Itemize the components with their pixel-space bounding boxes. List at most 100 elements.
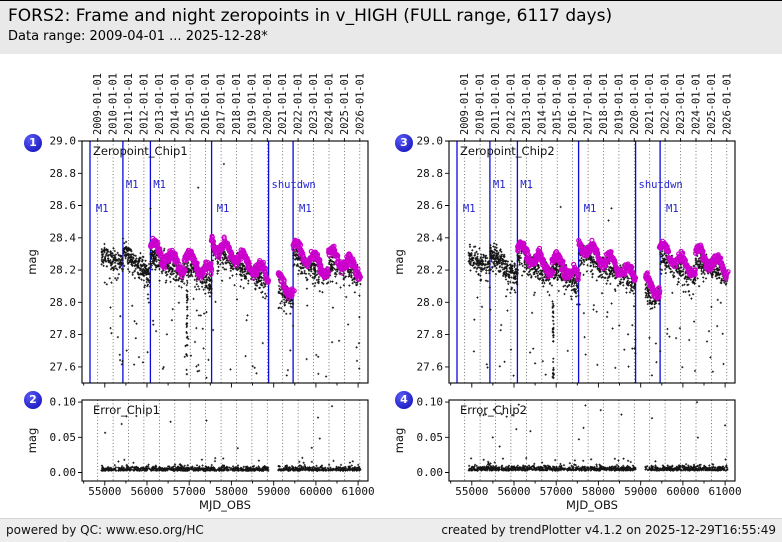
- svg-text:Error_Chip1: Error_Chip1: [93, 403, 160, 417]
- svg-text:2017-01-01: 2017-01-01: [216, 73, 228, 135]
- svg-text:MJD_OBS: MJD_OBS: [566, 498, 618, 512]
- panel-badge-3[interactable]: 3: [395, 134, 413, 152]
- svg-text:2017-01-01: 2017-01-01: [583, 73, 595, 135]
- svg-text:M1: M1: [463, 203, 476, 215]
- svg-text:2022-01-01: 2022-01-01: [293, 73, 305, 135]
- svg-text:2023-01-01: 2023-01-01: [675, 73, 687, 135]
- svg-text:2015-01-01: 2015-01-01: [185, 73, 197, 135]
- svg-text:2019-01-01: 2019-01-01: [613, 73, 625, 135]
- svg-text:0.05: 0.05: [50, 431, 77, 444]
- svg-text:59000: 59000: [624, 485, 657, 498]
- svg-text:58000: 58000: [582, 485, 615, 498]
- svg-text:2016-01-01: 2016-01-01: [200, 73, 212, 135]
- svg-text:61000: 61000: [709, 485, 742, 498]
- svg-text:2022-01-01: 2022-01-01: [660, 73, 672, 135]
- svg-text:mag: mag: [392, 249, 406, 275]
- svg-text:2013-01-01: 2013-01-01: [154, 73, 166, 135]
- svg-text:27.6: 27.6: [50, 360, 77, 373]
- svg-text:Zeropoint_Chip2: Zeropoint_Chip2: [460, 144, 555, 158]
- svg-text:27.8: 27.8: [50, 328, 77, 341]
- svg-text:28.0: 28.0: [417, 296, 444, 309]
- svg-text:M1: M1: [584, 203, 597, 215]
- svg-text:28.4: 28.4: [417, 231, 444, 244]
- svg-text:58000: 58000: [215, 485, 248, 498]
- svg-text:61000: 61000: [342, 485, 375, 498]
- svg-text:0.10: 0.10: [50, 396, 77, 409]
- svg-text:56000: 56000: [130, 485, 163, 498]
- svg-text:29.0: 29.0: [50, 135, 77, 148]
- report-footer: powered by QC: www.eso.org/HC created by…: [0, 518, 782, 542]
- svg-text:2024-01-01: 2024-01-01: [324, 73, 336, 135]
- svg-text:M1: M1: [217, 203, 230, 215]
- svg-text:Error_Chip2: Error_Chip2: [460, 403, 527, 417]
- svg-text:0.10: 0.10: [417, 396, 444, 409]
- data-range-subtitle: Data range: 2009-04-01 ... 2025-12-28*: [8, 29, 268, 44]
- svg-text:2014-01-01: 2014-01-01: [536, 73, 548, 135]
- svg-text:60000: 60000: [299, 485, 332, 498]
- svg-text:2010-01-01: 2010-01-01: [108, 73, 120, 135]
- svg-text:28.2: 28.2: [417, 264, 444, 277]
- svg-text:2023-01-01: 2023-01-01: [308, 73, 320, 135]
- svg-text:M1: M1: [126, 179, 139, 191]
- svg-text:28.2: 28.2: [50, 264, 77, 277]
- svg-text:55000: 55000: [88, 485, 121, 498]
- svg-text:0.05: 0.05: [417, 431, 444, 444]
- svg-text:2013-01-01: 2013-01-01: [521, 73, 533, 135]
- svg-text:28.8: 28.8: [50, 167, 77, 180]
- report-header: FORS2: Frame and night zeropoints in v_H…: [0, 0, 782, 54]
- svg-text:2026-01-01: 2026-01-01: [721, 73, 733, 135]
- svg-text:29.0: 29.0: [417, 135, 444, 148]
- svg-text:MJD_OBS: MJD_OBS: [199, 498, 251, 512]
- svg-text:mag: mag: [25, 428, 39, 454]
- svg-text:2025-01-01: 2025-01-01: [706, 73, 718, 135]
- panel-badge-2[interactable]: 2: [24, 391, 42, 409]
- svg-text:2014-01-01: 2014-01-01: [169, 73, 181, 135]
- svg-text:M1: M1: [153, 179, 166, 191]
- svg-text:2012-01-01: 2012-01-01: [505, 73, 517, 135]
- page-title: FORS2: Frame and night zeropoints in v_H…: [8, 6, 613, 26]
- svg-text:2009-01-01: 2009-01-01: [92, 73, 104, 135]
- svg-text:28.0: 28.0: [50, 296, 77, 309]
- svg-text:2020-01-01: 2020-01-01: [629, 73, 641, 135]
- svg-text:2025-01-01: 2025-01-01: [339, 73, 351, 135]
- svg-text:Zeropoint_Chip1: Zeropoint_Chip1: [93, 144, 188, 158]
- svg-text:mag: mag: [25, 249, 39, 275]
- svg-text:2024-01-01: 2024-01-01: [691, 73, 703, 135]
- svg-text:2015-01-01: 2015-01-01: [552, 73, 564, 135]
- svg-text:M1: M1: [666, 203, 679, 215]
- svg-text:2011-01-01: 2011-01-01: [123, 73, 135, 135]
- svg-text:2009-01-01: 2009-01-01: [459, 73, 471, 135]
- svg-text:28.4: 28.4: [50, 231, 77, 244]
- svg-text:2021-01-01: 2021-01-01: [644, 73, 656, 135]
- svg-text:27.6: 27.6: [417, 360, 444, 373]
- svg-text:2026-01-01: 2026-01-01: [354, 73, 366, 135]
- svg-text:M1: M1: [520, 179, 533, 191]
- svg-text:2018-01-01: 2018-01-01: [231, 73, 243, 135]
- svg-text:57000: 57000: [173, 485, 206, 498]
- svg-text:2021-01-01: 2021-01-01: [277, 73, 289, 135]
- panel-badge-1[interactable]: 1: [24, 134, 42, 152]
- svg-text:55000: 55000: [455, 485, 488, 498]
- svg-text:2012-01-01: 2012-01-01: [138, 73, 150, 135]
- svg-text:M1: M1: [299, 203, 312, 215]
- svg-text:2016-01-01: 2016-01-01: [567, 73, 579, 135]
- svg-text:56000: 56000: [497, 485, 530, 498]
- svg-text:28.8: 28.8: [417, 167, 444, 180]
- svg-text:2019-01-01: 2019-01-01: [246, 73, 258, 135]
- svg-text:60000: 60000: [666, 485, 699, 498]
- svg-text:28.6: 28.6: [417, 199, 444, 212]
- svg-text:M1: M1: [493, 179, 506, 191]
- svg-text:2010-01-01: 2010-01-01: [475, 73, 487, 135]
- svg-text:57000: 57000: [540, 485, 573, 498]
- svg-text:0.00: 0.00: [50, 466, 77, 479]
- footer-powered-by: powered by QC: www.eso.org/HC: [6, 523, 204, 537]
- svg-text:shutdwn: shutdwn: [639, 179, 683, 191]
- svg-text:mag: mag: [392, 428, 406, 454]
- svg-text:M1: M1: [96, 203, 109, 215]
- svg-text:28.6: 28.6: [50, 199, 77, 212]
- svg-text:2011-01-01: 2011-01-01: [490, 73, 502, 135]
- svg-text:59000: 59000: [257, 485, 290, 498]
- panel-badge-4[interactable]: 4: [395, 391, 413, 409]
- svg-text:2020-01-01: 2020-01-01: [262, 73, 274, 135]
- svg-text:shutdwn: shutdwn: [272, 179, 316, 191]
